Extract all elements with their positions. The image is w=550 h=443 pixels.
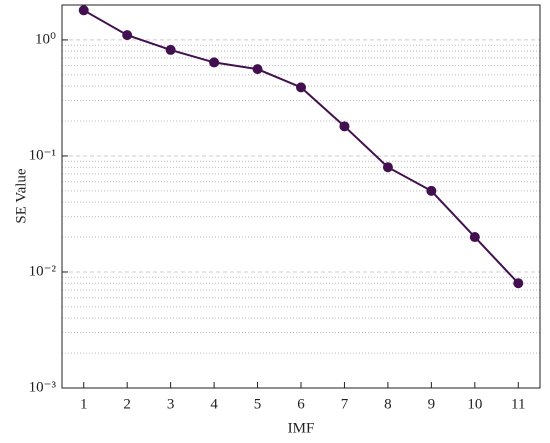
y-tick-label: 10⁰ <box>35 31 56 47</box>
marker <box>78 5 89 16</box>
x-tick-label: 9 <box>428 396 436 412</box>
x-tick-label: 3 <box>167 396 175 412</box>
marker <box>122 30 133 41</box>
marker <box>209 57 220 68</box>
x-tick-label: 7 <box>341 396 349 412</box>
x-tick-label: 2 <box>123 396 131 412</box>
y-tick-label: 10⁻¹ <box>29 147 56 163</box>
marker <box>339 121 350 132</box>
x-axis-label: IMF <box>288 420 315 436</box>
y-tick-label: 10⁻³ <box>29 379 57 395</box>
x-tick-label: 6 <box>297 396 305 412</box>
x-tick-label: 11 <box>511 396 525 412</box>
x-tick-label: 5 <box>254 396 262 412</box>
x-tick-label: 4 <box>210 396 218 412</box>
x-tick-label: 1 <box>80 396 88 412</box>
marker <box>513 278 524 289</box>
x-tick-label: 10 <box>467 396 482 412</box>
marker <box>382 162 393 173</box>
marker <box>165 44 176 55</box>
x-tick-label: 8 <box>384 396 392 412</box>
marker <box>469 232 480 243</box>
y-tick-label: 10⁻² <box>29 263 57 279</box>
marker <box>252 64 263 75</box>
marker <box>426 185 437 196</box>
plot-frame <box>61 4 541 389</box>
marker <box>296 82 306 93</box>
y-axis-label: SE Value <box>13 168 29 223</box>
line <box>83 9 520 284</box>
